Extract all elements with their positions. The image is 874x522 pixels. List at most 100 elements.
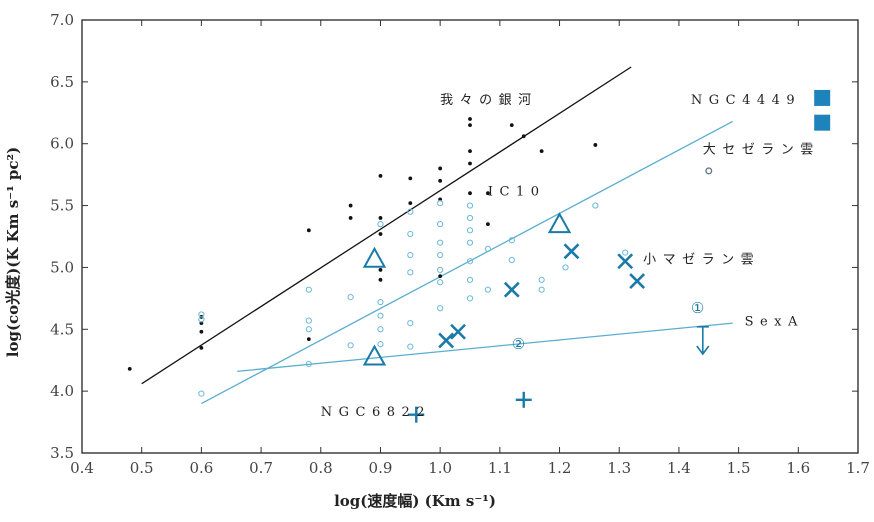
data-point-circle bbox=[407, 343, 414, 350]
data-point-circle bbox=[407, 251, 414, 259]
data-point-circle bbox=[377, 341, 384, 348]
data-point-dot bbox=[199, 329, 204, 334]
data-point-plus bbox=[408, 406, 425, 423]
fit-line bbox=[141, 66, 632, 385]
data-point-circle bbox=[484, 286, 492, 293]
data-point-circle bbox=[305, 286, 312, 293]
data-point-circle bbox=[538, 286, 545, 293]
data-point-dot bbox=[486, 222, 490, 227]
fit-line bbox=[201, 120, 733, 405]
data-point-cross bbox=[438, 332, 455, 349]
data-point-circle bbox=[592, 202, 599, 209]
data-point-circle bbox=[484, 245, 492, 252]
y-tick-label: 6.0 bbox=[50, 135, 74, 153]
data-point-plus bbox=[515, 391, 532, 408]
data-point-circle bbox=[347, 294, 354, 301]
data-point-dot bbox=[378, 173, 383, 178]
data-point-circle bbox=[437, 305, 444, 312]
data-point-circle bbox=[198, 390, 205, 397]
data-point-circle bbox=[198, 316, 205, 323]
data-point-circle bbox=[705, 167, 713, 175]
annotation-label: 小 マ ゼ ラ ン 雲 bbox=[643, 253, 754, 268]
x-tick-label: 0.7 bbox=[249, 459, 273, 477]
data-point-cross bbox=[629, 273, 646, 289]
x-tick-label: 1.6 bbox=[786, 459, 810, 477]
data-point-circle bbox=[562, 264, 569, 271]
data-point-cross bbox=[450, 323, 466, 340]
y-tick-label: 5.0 bbox=[50, 258, 74, 276]
data-point-circle bbox=[466, 227, 474, 234]
data-point-circle bbox=[466, 202, 474, 209]
x-tick-label: 1.7 bbox=[846, 459, 870, 477]
data-point-circle bbox=[407, 230, 414, 238]
data-point-square bbox=[814, 114, 831, 131]
data-point-circle bbox=[466, 276, 474, 283]
y-tick-label: 5.5 bbox=[50, 197, 74, 215]
data-point-dot bbox=[199, 345, 204, 350]
y-tick-label: 7.0 bbox=[50, 11, 74, 29]
data-point-circle bbox=[347, 342, 354, 349]
data-point-circle bbox=[437, 239, 444, 246]
data-point-circle bbox=[407, 320, 414, 327]
data-point-circle bbox=[466, 295, 474, 302]
data-point-dot bbox=[486, 191, 490, 196]
data-point-dot bbox=[438, 166, 443, 171]
data-point-triangle bbox=[362, 344, 387, 366]
data-point-circle bbox=[466, 258, 474, 265]
upper-limit-arrow bbox=[696, 326, 710, 356]
annotation-label: ② bbox=[512, 335, 525, 353]
data-point-circle bbox=[407, 269, 414, 276]
data-points bbox=[127, 89, 831, 423]
y-axis-title: log(co光度)(K Km s⁻¹ pc²) bbox=[4, 147, 22, 357]
x-tick-label: 1.0 bbox=[428, 459, 452, 477]
data-point-circle bbox=[377, 221, 384, 228]
x-tick-label: 0.4 bbox=[70, 459, 94, 477]
annotation-label: ① bbox=[691, 299, 704, 317]
data-point-dot bbox=[378, 232, 383, 236]
axes: 0.4 0.5 0.6 0.7 0.8 0.9 1.0 1.1 1.2 1.3 1.4 1.5 1.6 1… bbox=[50, 11, 870, 477]
y-tick-label: 4.0 bbox=[50, 382, 74, 400]
data-point-circle bbox=[437, 221, 444, 228]
data-point-dot bbox=[438, 178, 443, 183]
plot-frame bbox=[81, 19, 859, 454]
data-point-dot bbox=[408, 176, 413, 181]
data-point-dot bbox=[348, 216, 353, 220]
data-point-dot bbox=[468, 191, 472, 196]
fit-line bbox=[237, 322, 733, 372]
y-tick-label: 3.5 bbox=[50, 444, 74, 462]
data-point-circle bbox=[437, 279, 444, 286]
data-point-dot bbox=[468, 117, 472, 121]
data-point-circle bbox=[508, 256, 515, 264]
data-point-circle bbox=[508, 237, 515, 244]
data-point-dot bbox=[438, 274, 443, 278]
fit-lines bbox=[141, 66, 733, 405]
data-point-circle bbox=[305, 326, 312, 333]
data-point-dot bbox=[468, 161, 472, 166]
data-point-dot bbox=[378, 277, 383, 282]
data-point-dot bbox=[539, 149, 544, 154]
data-point-circle bbox=[377, 326, 384, 333]
data-point-triangle bbox=[547, 212, 572, 234]
data-point-circle bbox=[407, 208, 414, 215]
data-point-dot bbox=[306, 228, 311, 233]
data-point-circle bbox=[538, 276, 545, 283]
annotation-label: 我 々 の 銀 河 bbox=[440, 93, 531, 108]
x-tick-label: 1.1 bbox=[488, 459, 512, 477]
data-point-triangle bbox=[362, 246, 387, 268]
annotation-label: I C 1 0 bbox=[488, 185, 539, 200]
data-point-square bbox=[814, 89, 831, 106]
x-tick-label: 0.5 bbox=[130, 459, 154, 477]
data-point-circle bbox=[377, 312, 384, 319]
data-point-circle bbox=[305, 360, 312, 368]
data-point-dot bbox=[127, 366, 132, 371]
data-point-circle bbox=[305, 317, 312, 324]
y-tick-label: 4.5 bbox=[50, 320, 74, 338]
x-tick-label: 0.8 bbox=[309, 459, 333, 477]
data-point-circle bbox=[437, 266, 444, 274]
data-point-dot bbox=[306, 337, 311, 342]
x-axis-title: log(速度幅) (Km s⁻¹) bbox=[334, 492, 496, 510]
data-point-cross bbox=[503, 281, 520, 298]
data-point-dot bbox=[348, 203, 353, 208]
data-point-dot bbox=[408, 201, 413, 205]
